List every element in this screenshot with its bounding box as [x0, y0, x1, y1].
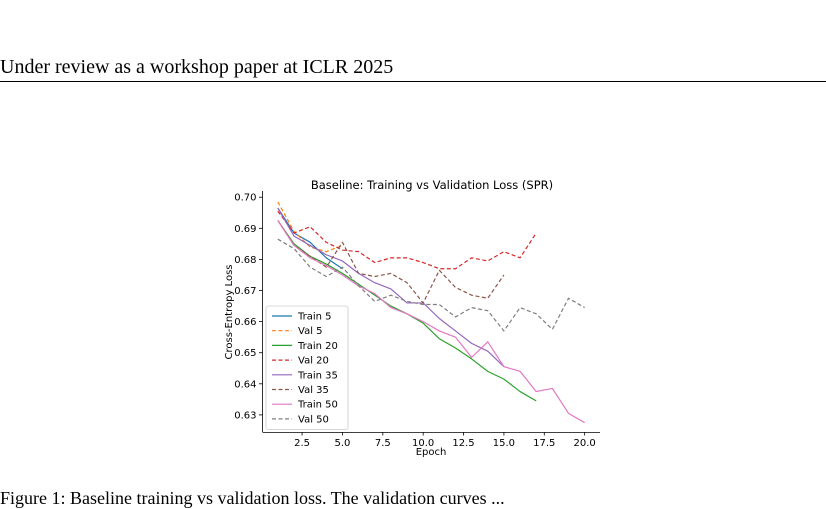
series-line-train-35 — [277, 207, 505, 368]
y-tick-label: 0.64 — [234, 379, 256, 390]
legend-label-train-35: Train 35 — [297, 370, 338, 381]
y-tick-label: 0.66 — [234, 317, 256, 328]
running-header: Under review as a workshop paper at ICLR… — [0, 56, 394, 78]
legend-label-train-50: Train 50 — [297, 400, 338, 411]
x-tick-label: 17.5 — [533, 438, 555, 449]
x-tick-label: 10.0 — [412, 438, 434, 449]
series-line-val-20 — [277, 210, 537, 270]
figure-caption: Figure 1: Baseline training vs validatio… — [0, 488, 505, 508]
y-tick-label: 0.69 — [234, 224, 256, 235]
y-tick-label: 0.68 — [234, 255, 256, 266]
x-tick-label: 5.0 — [334, 438, 350, 449]
legend: Train 5 Val 5 Train 20 Val 20 Train 35 Val 35… — [265, 305, 349, 430]
series-line-val-35 — [277, 220, 505, 304]
x-tick-label: 15.0 — [493, 438, 515, 449]
legend-label-train-5: Train 5 — [297, 312, 332, 323]
legend-label-val-5: Val 5 — [298, 326, 323, 337]
legend-label-val-20: Val 20 — [298, 356, 329, 367]
legend-label-val-35: Val 35 — [298, 385, 329, 396]
series-line-val-5 — [277, 201, 343, 253]
x-tick-label: 12.5 — [452, 438, 474, 449]
series-line-val-50 — [277, 238, 585, 332]
y-tick-label: 0.65 — [234, 348, 256, 359]
series-line-train-50 — [277, 220, 585, 424]
legend-label-val-50: Val 50 — [298, 414, 329, 425]
legend-frame — [265, 305, 349, 430]
x-axis-label: Epoch — [416, 447, 447, 458]
series-line-train-5 — [277, 207, 343, 270]
legend-label-train-20: Train 20 — [297, 341, 338, 352]
loss-chart: Baseline: Training vs Validation Loss (S… — [224, 178, 600, 458]
y-tick-label: 0.67 — [234, 286, 256, 297]
y-tick-label: 0.70 — [234, 193, 256, 204]
x-tick-label: 7.5 — [375, 438, 391, 449]
y-tick-label: 0.63 — [234, 410, 256, 421]
y-axis-label: Cross-Entropy Loss — [224, 265, 235, 360]
chart-title: Baseline: Training vs Validation Loss (S… — [311, 178, 553, 192]
header-rule — [0, 81, 826, 82]
x-tick-label: 2.5 — [294, 438, 310, 449]
x-tick-label: 20.0 — [574, 438, 596, 449]
